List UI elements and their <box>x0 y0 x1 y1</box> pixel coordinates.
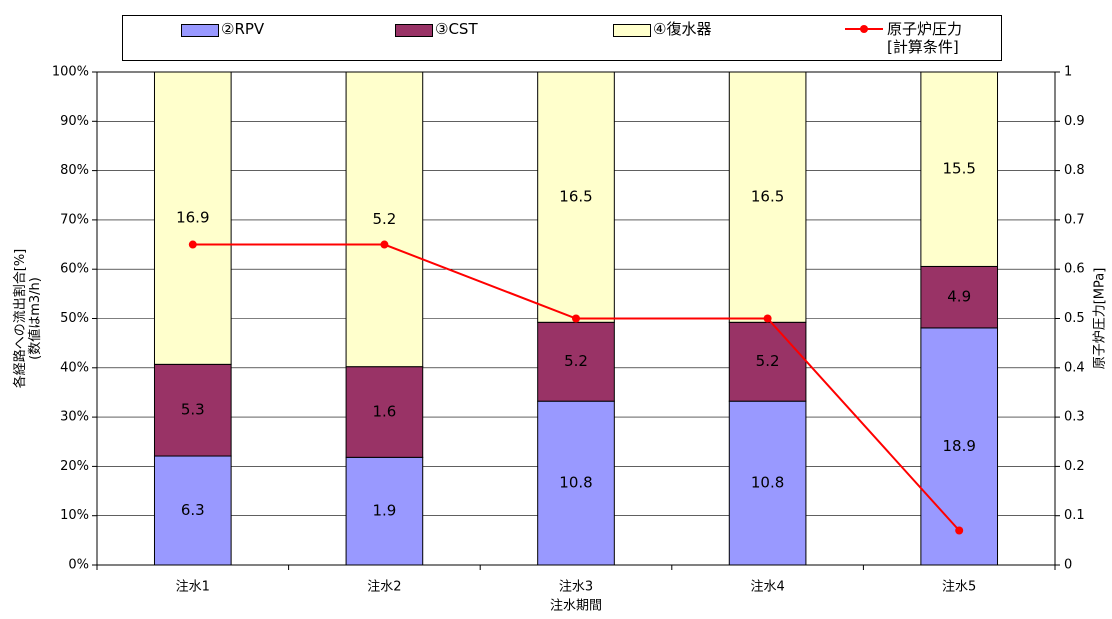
bar-segment <box>153 71 232 365</box>
y-tick-label: 70% <box>60 212 89 227</box>
y-tick-label: 50% <box>60 311 89 326</box>
y2-tick-label: 0 <box>1064 558 1072 573</box>
data-label: 16.5 <box>559 188 592 206</box>
line-point <box>188 240 197 249</box>
data-label: 5.2 <box>564 352 588 370</box>
y2-tick-label: 0.5 <box>1064 311 1085 326</box>
y2-tick-label: 0.6 <box>1064 262 1085 277</box>
x-tick-label: 注水2 <box>367 580 401 595</box>
y-tick-label: 80% <box>60 163 89 178</box>
y-tick-label: 90% <box>60 114 89 129</box>
line-point <box>955 526 964 535</box>
y2-tick-label: 0.1 <box>1064 508 1085 523</box>
legend-marker <box>860 25 868 33</box>
y2-tick-label: 0.9 <box>1064 114 1085 129</box>
y2-axis-label: 原子炉圧力[MPa] <box>1093 268 1108 370</box>
legend-swatch <box>395 24 433 37</box>
bar-segment <box>920 327 999 566</box>
legend-item: ③CST <box>395 20 478 38</box>
y-tick-label: 100% <box>52 65 89 80</box>
y-tick-label: 20% <box>60 459 89 474</box>
data-label: 10.8 <box>559 474 592 492</box>
data-label: 4.9 <box>947 288 971 306</box>
x-tick-label: 注水3 <box>559 580 593 595</box>
data-label: 18.9 <box>942 437 975 455</box>
data-label: 5.2 <box>372 210 396 228</box>
y-axis-label-line: (数値はm3/h) <box>27 277 43 360</box>
data-label: 5.2 <box>756 352 780 370</box>
y-tick-label: 0% <box>68 558 89 573</box>
data-label: 16.9 <box>176 209 209 227</box>
legend-label: 原子炉圧力 [計算条件] <box>887 20 963 56</box>
bar-segment <box>153 455 232 566</box>
y2-tick-label: 0.7 <box>1064 212 1085 227</box>
legend-line <box>845 25 883 33</box>
line-point <box>763 314 772 323</box>
bar-segment <box>920 265 999 329</box>
legend-item: 原子炉圧力 [計算条件] <box>845 20 962 56</box>
bar-segment <box>345 71 424 368</box>
bar-segment <box>920 71 999 267</box>
y-tick-label: 60% <box>60 262 89 277</box>
bar-segment <box>345 366 424 458</box>
y-axis-label: 各経路への流出割合[%](数値はm3/h) <box>12 249 43 389</box>
bar-segment <box>728 71 807 323</box>
x-tick-label: 注水5 <box>942 580 976 595</box>
data-label: 1.6 <box>372 403 396 421</box>
data-label: 16.5 <box>751 188 784 206</box>
y-tick-label: 40% <box>60 360 89 375</box>
data-label: 10.8 <box>751 474 784 492</box>
bar-segment <box>345 456 424 566</box>
bar-segment <box>153 363 232 457</box>
y-tick-label: 30% <box>60 410 89 425</box>
legend-label: ④復水器 <box>653 20 712 38</box>
line-point <box>572 314 580 323</box>
legend-label: ②RPV <box>221 20 265 38</box>
legend-label: ③CST <box>435 20 478 38</box>
legend-item: ②RPV <box>181 20 264 38</box>
x-tick-label: 注水1 <box>176 580 210 595</box>
bar-segment <box>537 321 615 402</box>
data-label: 5.3 <box>181 401 205 419</box>
data-label: 6.3 <box>181 501 205 519</box>
y-axis-label-line: 各経路への流出割合[%] <box>12 249 28 389</box>
legend-swatch <box>613 24 651 37</box>
bar-segment <box>537 400 615 566</box>
legend-item: ④復水器 <box>613 20 711 38</box>
data-label: 15.5 <box>942 160 975 178</box>
x-tick-label: 注水4 <box>750 580 784 595</box>
y2-tick-label: 0.2 <box>1064 459 1085 474</box>
y2-tick-label: 0.4 <box>1064 360 1085 375</box>
x-axis-label: 注水期間 <box>550 599 602 614</box>
bar-segment <box>728 321 807 402</box>
data-label: 1.9 <box>372 502 396 520</box>
bar-segment <box>728 400 807 566</box>
y-tick-label: 10% <box>60 508 89 523</box>
bar-segment <box>537 71 615 323</box>
line-point <box>380 240 389 249</box>
y2-tick-label: 1 <box>1064 65 1072 80</box>
y2-tick-label: 0.3 <box>1064 410 1085 425</box>
legend-swatch <box>181 24 219 37</box>
legend: ②RPV ③CST ④復水器 原子炉圧力 [計算条件] <box>122 15 1002 61</box>
y2-tick-label: 0.8 <box>1064 163 1085 178</box>
